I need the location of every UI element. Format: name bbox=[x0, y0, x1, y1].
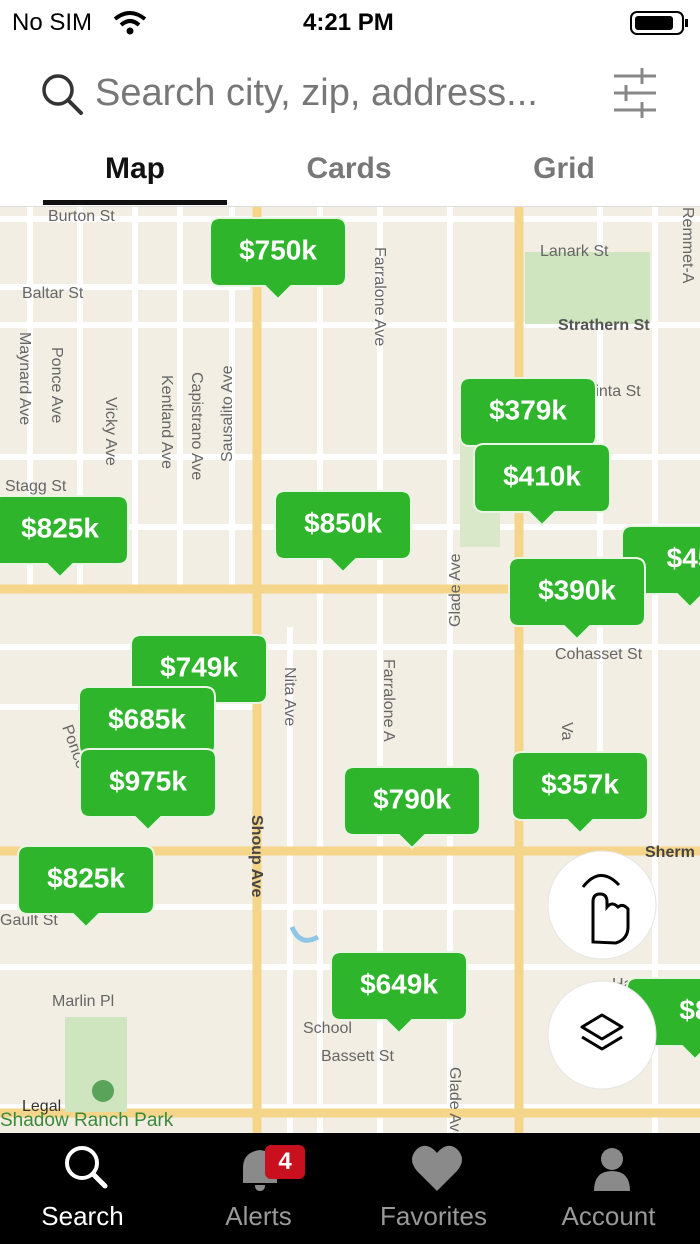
street-label: Lanark St bbox=[540, 243, 609, 260]
street-label: Maynard Ave bbox=[16, 332, 33, 425]
street-label: Glade Av bbox=[446, 1067, 463, 1132]
price-pin[interactable]: $975k bbox=[79, 748, 217, 832]
pin-body bbox=[79, 748, 217, 832]
nav-item[interactable]: Account bbox=[561, 1201, 656, 1231]
tab-icons bbox=[65, 1145, 630, 1191]
search-icon bbox=[42, 74, 83, 115]
price-pin[interactable]: $379k bbox=[459, 377, 597, 461]
price-pin[interactable]: $750k bbox=[209, 217, 347, 301]
tab[interactable]: Map bbox=[105, 152, 165, 185]
price-pin[interactable]: $685k bbox=[78, 686, 216, 770]
street-label: Bassett St bbox=[321, 1048, 394, 1065]
pin-price: $357k bbox=[541, 768, 619, 799]
street-labels: Burton St Baltar St Lanark St Strathern … bbox=[0, 207, 696, 1132]
price-pin[interactable]: $357k bbox=[511, 751, 649, 835]
park-icon bbox=[92, 1080, 114, 1102]
pin-price: $749k bbox=[160, 651, 238, 682]
pin-body bbox=[330, 951, 468, 1035]
pin-price: $850k bbox=[304, 507, 382, 538]
pin-price: $379k bbox=[489, 394, 567, 425]
pin-body bbox=[17, 845, 155, 929]
park-label: Shadow Ranch Park bbox=[0, 1110, 174, 1131]
price-pins: $750k $379k $410k $825k $850k $45 $390k $749k $6… bbox=[0, 217, 700, 1061]
pin-price: $685k bbox=[108, 703, 186, 734]
layers-button[interactable] bbox=[547, 980, 657, 1090]
clock: 4:21 PM bbox=[303, 9, 394, 36]
pin-price: $825k bbox=[21, 512, 99, 543]
price-pin[interactable]: $390k bbox=[508, 557, 646, 641]
street-label: Glade Ave bbox=[447, 553, 464, 627]
street-label: Shoup Ave bbox=[248, 815, 265, 897]
gesture-button[interactable] bbox=[547, 850, 657, 960]
tab[interactable]: Grid bbox=[533, 152, 595, 185]
pin-price: $825k bbox=[47, 862, 125, 893]
street-label: Farralone A bbox=[380, 659, 397, 742]
park bbox=[525, 252, 650, 324]
pin-body bbox=[511, 751, 649, 835]
filter-button[interactable] bbox=[612, 66, 658, 122]
view-tabs: Map Cards Grid bbox=[0, 140, 700, 208]
street-label: Nita Ave bbox=[281, 667, 298, 726]
street-label: Stagg St bbox=[5, 478, 67, 495]
pin-body bbox=[274, 490, 412, 574]
alerts-badge: 4 bbox=[265, 1145, 305, 1179]
pin-price: $649k bbox=[360, 968, 438, 999]
pin-price: $8 bbox=[679, 994, 700, 1025]
pin-body bbox=[508, 557, 646, 641]
pin-body bbox=[343, 766, 481, 850]
carrier: No SIM bbox=[12, 9, 93, 36]
street-label: Ponce Ave bbox=[48, 347, 65, 423]
pin-body bbox=[0, 495, 129, 579]
price-pin[interactable]: $825k bbox=[0, 495, 129, 579]
map[interactable]: Burton St Baltar St Lanark St Strathern … bbox=[0, 207, 700, 1133]
pin-price: $975k bbox=[109, 765, 187, 796]
street-label: Gault St bbox=[0, 912, 58, 929]
street-label: Farralone Ave bbox=[371, 247, 388, 346]
street-label: Sausalito Ave bbox=[219, 365, 236, 462]
street-label: Burton St bbox=[48, 208, 115, 225]
status-bar: No SIM 4:21 PM bbox=[0, 0, 700, 46]
battery-icon bbox=[630, 11, 688, 35]
pin-price: $750k bbox=[239, 234, 317, 265]
pin-price: $390k bbox=[538, 574, 616, 605]
nav-item[interactable]: Search bbox=[41, 1201, 124, 1231]
street-label: Strathern St bbox=[558, 317, 650, 334]
wifi-icon bbox=[113, 11, 147, 35]
street-label: Va bbox=[558, 722, 575, 740]
pin-price: $410k bbox=[503, 460, 581, 491]
nav-item[interactable]: Alerts bbox=[225, 1201, 292, 1231]
price-pin[interactable]: $410k bbox=[473, 443, 611, 527]
street-label: School bbox=[303, 1020, 352, 1037]
price-pin[interactable]: $649k bbox=[330, 951, 468, 1035]
active-tab-indicator bbox=[43, 200, 227, 205]
street-label: Kentland Ave bbox=[158, 375, 175, 469]
street-label: Capistrano Ave bbox=[188, 372, 205, 480]
street-label: Vicky Ave bbox=[102, 397, 119, 466]
tab[interactable]: Cards bbox=[306, 152, 392, 185]
price-pin[interactable]: $825k bbox=[17, 845, 155, 929]
street-label: Marlin Pl bbox=[52, 993, 114, 1010]
pin-price: $45 bbox=[667, 542, 700, 573]
street-label: Baltar St bbox=[22, 285, 84, 302]
pin-body bbox=[209, 217, 347, 301]
search-placeholder: Search city, zip, address... bbox=[95, 72, 538, 114]
pin-price: $790k bbox=[373, 783, 451, 814]
nav-item[interactable]: Favorites bbox=[380, 1201, 487, 1231]
water bbox=[289, 925, 320, 943]
street-label: Remmet-A bbox=[679, 207, 696, 284]
tab-bar: 4 Search Alerts Favorites Account bbox=[0, 1133, 700, 1244]
street-label: Legal bbox=[22, 1098, 61, 1115]
price-pin[interactable]: $850k bbox=[274, 490, 412, 574]
street-label: Cohasset St bbox=[555, 646, 643, 663]
price-pin[interactable]: $790k bbox=[343, 766, 481, 850]
search-bar[interactable]: Search city, zip, address... bbox=[0, 60, 700, 130]
street-label: Sherm bbox=[645, 844, 695, 861]
pin-body bbox=[473, 443, 611, 527]
